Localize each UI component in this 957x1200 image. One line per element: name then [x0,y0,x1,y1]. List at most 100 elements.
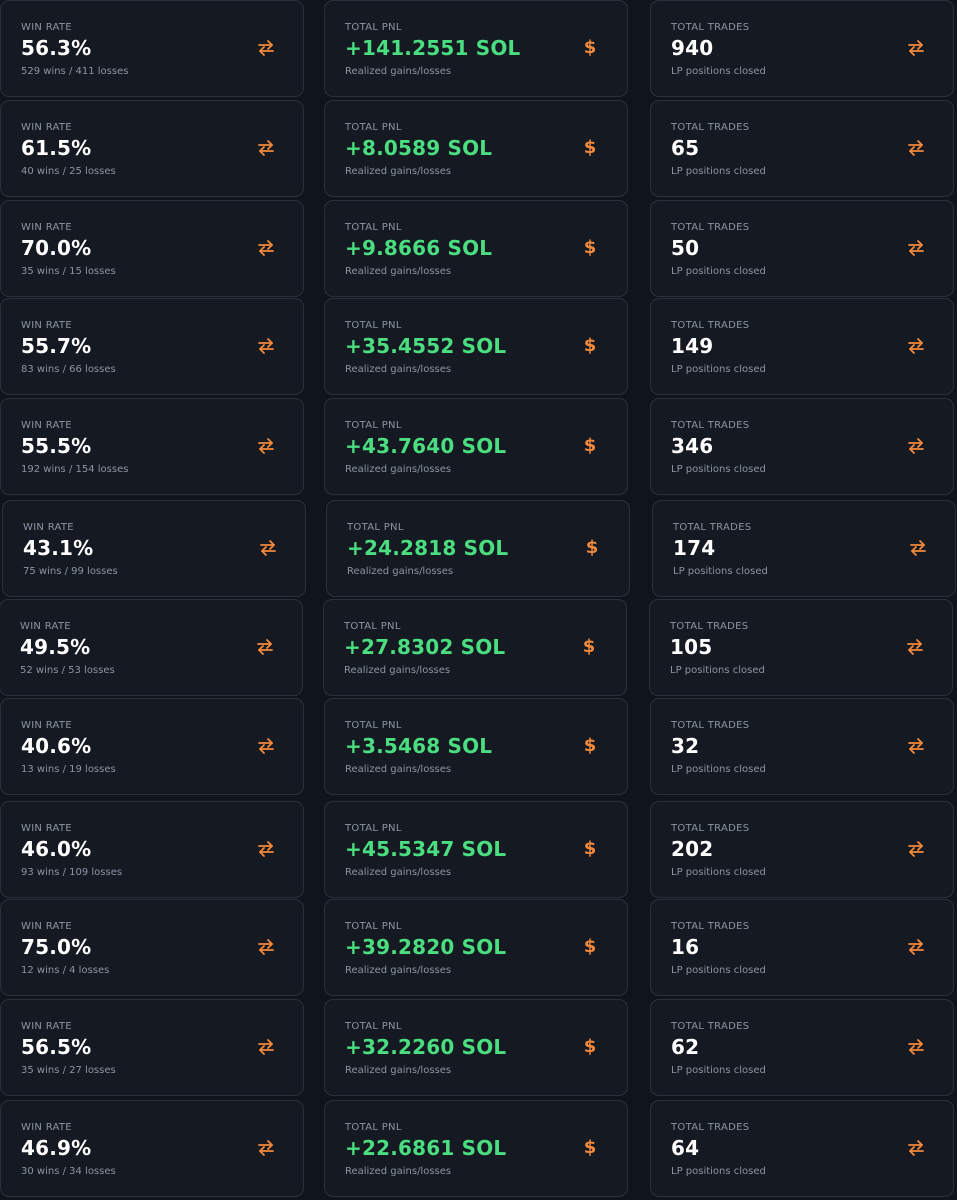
total-trades-label: TOTAL TRADES [671,823,750,834]
total-pnl-value: +43.7640 SOL [345,434,507,458]
dollar-icon: $ [583,735,597,756]
total-pnl-label: TOTAL PNL [345,122,402,133]
total-trades-value: 16 [671,935,700,959]
trades-subtitle: LP positions closed [670,665,765,676]
swap-arrows-icon [257,839,275,859]
dollar-icon: $ [583,838,597,859]
pnl-subtitle: Realized gains/losses [345,464,452,475]
swap-arrows-icon [256,637,274,657]
pnl-subtitle: Realized gains/losses [345,66,452,77]
dollar-icon: $ [583,137,597,158]
total-pnl-value: +3.5468 SOL [345,734,493,758]
win-rate-value: 43.1% [23,536,94,560]
total-pnl-card: TOTAL PNL +9.8666 SOL Realized gains/losse… [324,200,628,297]
total-trades-label: TOTAL TRADES [673,522,752,533]
swap-arrows-icon [257,238,275,258]
win-rate-card: WIN RATE 49.5% 52 wins / 53 losses [0,599,303,696]
total-pnl-card: TOTAL PNL +22.6861 SOL Realized gains/loss… [324,1100,628,1197]
total-pnl-value: +35.4552 SOL [345,334,507,358]
win-rate-label: WIN RATE [21,22,72,33]
win-rate-card: WIN RATE 55.5% 192 wins / 154 losses [0,398,304,495]
win-rate-label: WIN RATE [23,522,74,533]
total-pnl-card: TOTAL PNL +8.0589 SOL Realized gains/losse… [324,100,628,197]
total-pnl-label: TOTAL PNL [347,522,404,533]
total-trades-card: TOTAL TRADES 174 LP positions closed [652,500,956,597]
total-trades-card: TOTAL TRADES 32 LP positions closed [650,698,954,795]
win-rate-label: WIN RATE [21,122,72,133]
total-trades-value: 65 [671,136,700,160]
total-pnl-label: TOTAL PNL [345,823,402,834]
win-loss-record: 192 wins / 154 losses [21,464,129,475]
dollar-icon: $ [583,1036,597,1057]
swap-arrows-icon [257,1037,275,1057]
total-trades-value: 64 [671,1136,700,1160]
total-pnl-label: TOTAL PNL [345,320,402,331]
win-rate-value: 55.7% [21,334,92,358]
swap-arrows-icon [909,538,927,558]
win-loss-record: 83 wins / 66 losses [21,364,116,375]
win-loss-record: 93 wins / 109 losses [21,867,123,878]
pnl-subtitle: Realized gains/losses [344,665,451,676]
total-pnl-value: +22.6861 SOL [345,1136,507,1160]
win-rate-label: WIN RATE [20,621,71,632]
total-pnl-label: TOTAL PNL [345,420,402,431]
total-pnl-card: TOTAL PNL +43.7640 SOL Realized gains/loss… [324,398,628,495]
total-trades-value: 346 [671,434,714,458]
total-trades-card: TOTAL TRADES 62 LP positions closed [650,999,954,1096]
pnl-subtitle: Realized gains/losses [345,965,452,976]
total-pnl-value: +27.8302 SOL [344,635,506,659]
total-trades-value: 174 [673,536,716,560]
swap-arrows-icon [907,138,925,158]
trades-subtitle: LP positions closed [671,464,766,475]
win-rate-card: WIN RATE 46.9% 30 wins / 34 losses [0,1100,304,1197]
total-trades-card: TOTAL TRADES 50 LP positions closed [650,200,954,297]
total-trades-card: TOTAL TRADES 940 LP positions closed [650,0,954,97]
total-pnl-value: +9.8666 SOL [345,236,493,260]
total-trades-label: TOTAL TRADES [670,621,749,632]
total-trades-label: TOTAL TRADES [671,420,750,431]
win-rate-value: 56.5% [21,1035,92,1059]
swap-arrows-icon [257,436,275,456]
win-rate-card: WIN RATE 56.5% 35 wins / 27 losses [0,999,304,1096]
swap-arrows-icon [907,238,925,258]
total-trades-card: TOTAL TRADES 149 LP positions closed [650,298,954,395]
total-pnl-card: TOTAL PNL +35.4552 SOL Realized gains/loss… [324,298,628,395]
total-trades-value: 50 [671,236,700,260]
win-rate-value: 55.5% [21,434,92,458]
trades-subtitle: LP positions closed [671,1065,766,1076]
total-trades-value: 202 [671,837,714,861]
pnl-subtitle: Realized gains/losses [345,867,452,878]
total-trades-card: TOTAL TRADES 105 LP positions closed [649,599,953,696]
pnl-subtitle: Realized gains/losses [345,166,452,177]
win-rate-label: WIN RATE [21,420,72,431]
dollar-icon: $ [583,237,597,258]
total-trades-card: TOTAL TRADES 202 LP positions closed [650,801,954,898]
dollar-icon: $ [585,537,599,558]
pnl-subtitle: Realized gains/losses [345,1065,452,1076]
win-rate-value: 70.0% [21,236,92,260]
win-rate-card: WIN RATE 55.7% 83 wins / 66 losses [0,298,304,395]
pnl-subtitle: Realized gains/losses [345,266,452,277]
swap-arrows-icon [257,1138,275,1158]
total-trades-value: 149 [671,334,714,358]
total-pnl-value: +141.2551 SOL [345,36,521,60]
swap-arrows-icon [907,1037,925,1057]
win-loss-record: 13 wins / 19 losses [21,764,116,775]
total-pnl-card: TOTAL PNL +32.2260 SOL Realized gains/loss… [324,999,628,1096]
pnl-subtitle: Realized gains/losses [345,764,452,775]
win-rate-label: WIN RATE [21,720,72,731]
win-rate-card: WIN RATE 61.5% 40 wins / 25 losses [0,100,304,197]
total-trades-label: TOTAL TRADES [671,22,750,33]
total-trades-label: TOTAL TRADES [671,720,750,731]
win-loss-record: 35 wins / 27 losses [21,1065,116,1076]
total-trades-card: TOTAL TRADES 16 LP positions closed [650,899,954,996]
win-rate-value: 46.0% [21,837,92,861]
total-pnl-label: TOTAL PNL [345,921,402,932]
swap-arrows-icon [257,138,275,158]
swap-arrows-icon [907,1138,925,1158]
win-rate-card: WIN RATE 43.1% 75 wins / 99 losses [2,500,306,597]
dollar-icon: $ [582,636,596,657]
swap-arrows-icon [907,436,925,456]
trades-subtitle: LP positions closed [671,266,766,277]
